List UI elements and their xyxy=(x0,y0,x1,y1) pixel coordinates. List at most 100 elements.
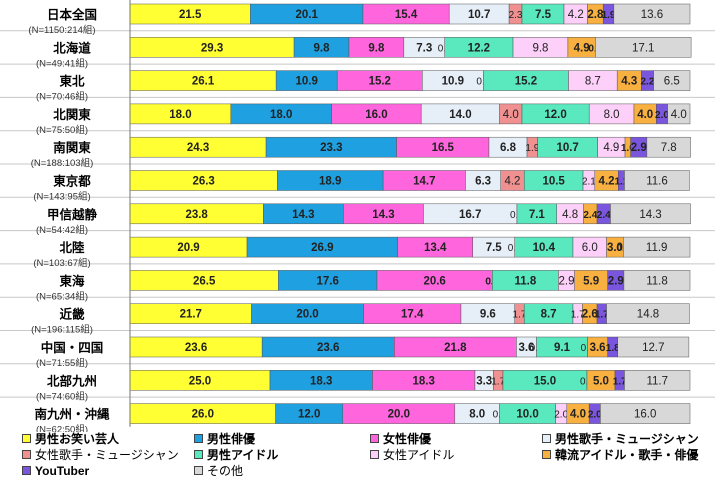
data-label: 14.7 xyxy=(413,176,435,188)
legend-label: 男性歌手・ミュージシャン xyxy=(555,432,699,446)
data-label: 4.2 xyxy=(599,176,615,188)
data-label: 10.4 xyxy=(533,242,556,254)
bar-segment xyxy=(610,203,691,225)
data-label: 2.9 xyxy=(631,142,647,154)
data-label: 2.9 xyxy=(559,275,575,287)
category-label: 北海道 xyxy=(53,40,91,55)
category-n-label: (N=74:60組) xyxy=(36,390,88,402)
data-label: 4.9 xyxy=(603,142,619,154)
data-label: 20.0 xyxy=(388,409,410,421)
legend-swatch xyxy=(22,466,31,475)
data-label: 10.7 xyxy=(468,9,490,21)
bar-segment xyxy=(606,303,690,324)
category-n-label: (N=54:42組) xyxy=(36,224,88,236)
data-label: 18.3 xyxy=(310,375,332,387)
data-label: 9.6 xyxy=(480,309,496,321)
data-label: 18.0 xyxy=(169,109,191,121)
data-label: 3.6 xyxy=(590,342,606,354)
bar-segment xyxy=(646,136,691,158)
bar-segment xyxy=(624,370,691,391)
data-label: 8.0 xyxy=(469,409,485,421)
data-label: 15.4 xyxy=(395,9,418,21)
data-label: 2.8 xyxy=(587,9,604,21)
category-label: 甲信越静 xyxy=(47,207,98,222)
data-label: 2.4 xyxy=(597,210,611,221)
data-label: 4.0 xyxy=(637,109,653,121)
data-label: 2.0 xyxy=(554,410,568,421)
category-label: 中国・四国 xyxy=(41,340,104,355)
data-label: 16.7 xyxy=(459,209,481,221)
data-label: 23.6 xyxy=(317,342,339,354)
data-label: 4.2 xyxy=(504,176,520,188)
category-n-label: (N=143:95組) xyxy=(33,191,90,203)
data-label: 1.7 xyxy=(613,376,627,387)
data-label: 8.0 xyxy=(604,109,620,121)
legend-swatch xyxy=(370,434,379,443)
category-label: 東京都 xyxy=(53,174,91,189)
stacked-bar-chart: 日本全国 (N=1150:214組) 21.5 20.1 15.4 10.7 2.3 7.5 4… xyxy=(0,0,715,432)
legend-swatch xyxy=(542,450,551,459)
data-label: 18.9 xyxy=(319,176,341,188)
data-label: 26.1 xyxy=(192,76,215,88)
data-label: 7.3 xyxy=(416,42,432,54)
legend-label: その他 xyxy=(207,464,244,478)
data-label: 3.3 xyxy=(476,375,492,387)
category-n-label: (N=70:46組) xyxy=(36,91,88,103)
data-label: 21.7 xyxy=(180,309,202,321)
bar-segment xyxy=(624,170,690,191)
data-label: 1.7 xyxy=(491,376,505,387)
data-label: 4.0 xyxy=(671,109,687,121)
category-n-label: (N=62:50組) xyxy=(36,424,88,432)
data-label: 5.0 xyxy=(593,375,609,387)
data-label: 2.0 xyxy=(588,410,602,421)
legend-label: 男性俳優 xyxy=(207,432,256,446)
legend-label: 女性アイドル xyxy=(383,448,455,462)
legend-label: 女性歌手・ミュージシャン xyxy=(35,448,179,462)
category-n-label: (N=71:55組) xyxy=(36,357,88,369)
data-label: 14.8 xyxy=(637,309,659,321)
data-label: 2.2 xyxy=(640,77,654,88)
data-label: 20.0 xyxy=(296,309,318,321)
category-label: 日本全国 xyxy=(47,7,97,22)
bar-segment xyxy=(617,336,690,358)
data-label: 13.4 xyxy=(424,242,447,254)
data-label: 10.9 xyxy=(442,76,464,88)
data-label: 23.8 xyxy=(185,209,208,221)
data-label: 1.1 xyxy=(614,177,628,188)
legend-label: 韓流アイドル・歌手・俳優 xyxy=(555,448,699,462)
data-label: 20.9 xyxy=(177,242,199,254)
data-label: 18.0 xyxy=(270,109,292,121)
data-label: 1.9 xyxy=(525,143,539,154)
bar-segment xyxy=(595,37,692,58)
legend-swatch xyxy=(22,434,31,443)
data-label: 6.3 xyxy=(475,176,491,188)
category-label: 南九州・沖縄 xyxy=(34,407,110,422)
data-label: 6.8 xyxy=(500,142,517,154)
data-label: 17.6 xyxy=(316,275,338,287)
data-label: 8.7 xyxy=(585,76,601,88)
bar-segment xyxy=(623,236,691,258)
data-label: 4.8 xyxy=(562,209,578,221)
data-label: 2.0 xyxy=(655,110,669,121)
data-label: 10.9 xyxy=(295,76,317,88)
data-label: 26.5 xyxy=(193,275,216,287)
data-label: 6.5 xyxy=(664,76,680,88)
data-label: 26.0 xyxy=(192,409,214,421)
data-label: 14.0 xyxy=(449,109,471,121)
data-label: 11.9 xyxy=(646,242,668,254)
category-label: 北関東 xyxy=(53,107,91,122)
data-label: 11.7 xyxy=(646,375,668,387)
data-label: 12.7 xyxy=(642,342,664,354)
category-label: 南関東 xyxy=(53,140,91,155)
category-n-label: (N=49:41組) xyxy=(36,57,88,69)
category-label: 東北 xyxy=(59,74,85,89)
data-label: 9.8 xyxy=(368,42,385,54)
data-label: 3.6 xyxy=(518,342,534,354)
data-label: 13.6 xyxy=(641,9,663,21)
data-label: 1.7 xyxy=(513,310,527,321)
data-label: 12.0 xyxy=(544,109,566,121)
data-label: 23.3 xyxy=(320,142,342,154)
data-label: 16.5 xyxy=(432,142,455,154)
data-label: 10.5 xyxy=(542,176,565,188)
data-label: 21.8 xyxy=(444,342,467,354)
